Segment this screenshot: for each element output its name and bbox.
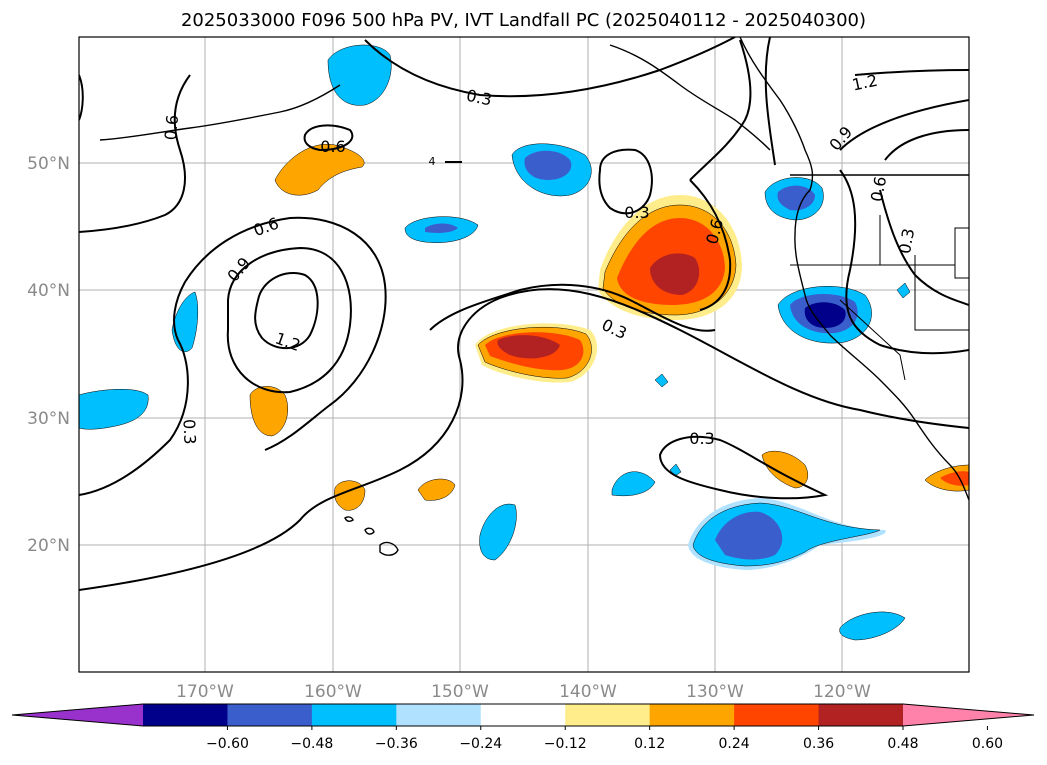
lon-label: 150°W: [431, 682, 489, 702]
map-frame: [78, 36, 970, 673]
colorbar-cell: [649, 704, 735, 726]
pv-fill-blobs: [79, 44, 969, 641]
colorbar-extension-high: [903, 704, 1034, 726]
colorbar-tick-label: 0.60: [972, 736, 1003, 752]
lon-label: 170°W: [176, 682, 234, 702]
lat-label: 20°N: [27, 536, 70, 556]
colorbar-tick-label: 0.24: [719, 736, 750, 752]
colorbar-tick-label: −0.60: [206, 736, 249, 752]
colorbar-tick-label: 0.48: [887, 736, 918, 752]
lon-label: 160°W: [304, 682, 362, 702]
coastlines: [99, 37, 969, 556]
latitude-labels: 50°N 40°N 30°N 20°N: [27, 154, 70, 556]
contour-label: 0.3: [180, 419, 200, 445]
contour-label: 0.3: [689, 429, 714, 448]
colorbar-extension-low: [12, 704, 143, 726]
contour-label: 0.3: [895, 227, 918, 255]
lon-label: 120°W: [813, 682, 871, 702]
colorbar-outline: [11, 703, 1035, 727]
contour-label: 0.3: [624, 203, 649, 222]
contour-label: 0.6: [161, 114, 182, 141]
map-title: 2025033000 F096 500 hPa PV, IVT Landfall…: [180, 10, 867, 31]
lon-label: 140°W: [559, 682, 617, 702]
contour-label: 4: [429, 155, 436, 168]
colorbar-tick-label: −0.24: [459, 736, 502, 752]
colorbar-cell: [143, 704, 228, 726]
colorbar-cell: [311, 704, 397, 726]
pv-contours: [79, 37, 969, 591]
colorbar: −0.60 −0.48 −0.36 −0.24 −0.12 0.12 0.24 0.36 0.4…: [11, 703, 1035, 752]
longitude-labels: 170°W 160°W 150°W 140°W 130°W 120°W: [176, 682, 871, 702]
contour-label: 0.3: [465, 86, 494, 110]
lat-label: 40°N: [27, 281, 70, 301]
contour-label: 0.6: [867, 175, 890, 203]
lon-label: 130°W: [686, 682, 744, 702]
colorbar-cell: [396, 704, 482, 726]
contour-label: 1.2: [850, 71, 879, 95]
contour-label: 0.6: [320, 137, 345, 156]
colorbar-cell: [480, 704, 566, 726]
colorbar-tick-label: 0.12: [634, 736, 665, 752]
colorbar-tick-label: −0.12: [544, 736, 587, 752]
colorbar-cell: [818, 704, 904, 726]
colorbar-tick-label: −0.48: [290, 736, 333, 752]
colorbar-cell: [565, 704, 651, 726]
colorbar-tick-label: 0.36: [803, 736, 834, 752]
lat-label: 50°N: [27, 154, 70, 174]
colorbar-cell: [227, 704, 313, 726]
lat-label: 30°N: [27, 409, 70, 429]
colorbar-cell: [734, 704, 820, 726]
colorbar-tick-label: −0.36: [375, 736, 418, 752]
